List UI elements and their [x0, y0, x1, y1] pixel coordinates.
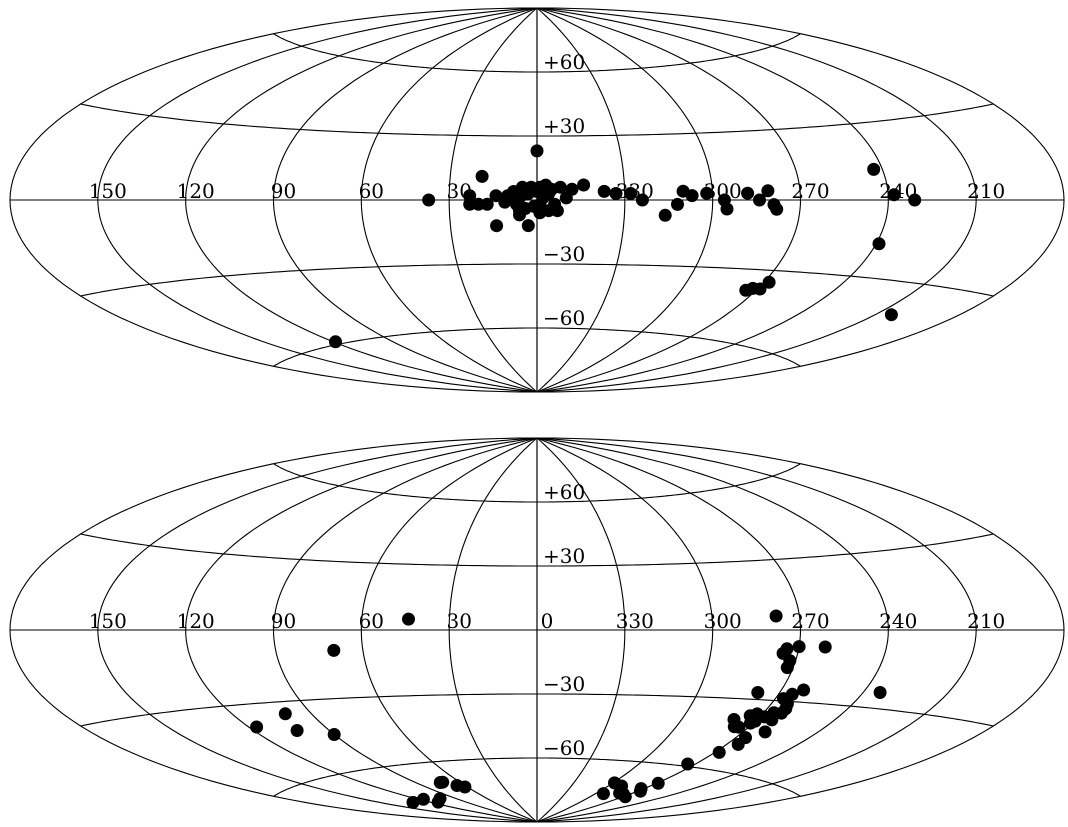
data-point — [720, 202, 734, 216]
data-point — [327, 728, 341, 741]
data-point — [577, 178, 591, 192]
data-point — [596, 787, 610, 801]
data-point — [770, 202, 784, 216]
data-point — [681, 757, 695, 771]
longitude-tick-label: 300 — [704, 609, 742, 633]
latitude-tick-label: −60 — [543, 306, 585, 330]
data-point — [431, 795, 445, 809]
data-point — [250, 720, 264, 734]
data-point — [327, 643, 341, 657]
data-point — [762, 275, 776, 289]
data-point — [513, 208, 526, 222]
data-point — [450, 779, 464, 792]
data-point — [908, 193, 922, 207]
data-point — [712, 745, 726, 759]
latitude-tick-label: +30 — [543, 544, 585, 568]
longitude-tick-label: 90 — [271, 609, 296, 633]
data-point — [475, 169, 489, 183]
data-point — [597, 184, 611, 198]
data-point — [422, 193, 436, 207]
sky-map-bottom: 210 240 270 300 330 0 30 60 90 120 150 +60 +30 −30 −60 — [9, 437, 1065, 823]
longitude-tick-label: 120 — [177, 179, 215, 203]
data-point — [792, 640, 806, 654]
data-point — [433, 776, 447, 789]
data-point — [290, 724, 304, 737]
longitude-tick-label: 150 — [89, 179, 127, 203]
longitude-tick-label: 330 — [616, 609, 654, 633]
longitude-tick-label: 150 — [89, 609, 127, 633]
data-point — [818, 640, 832, 654]
longitude-tick-label: 210 — [967, 179, 1005, 203]
data-point — [416, 792, 430, 806]
data-point — [769, 609, 783, 623]
data-point — [731, 737, 745, 751]
data-point — [658, 208, 672, 222]
longitude-tick-label: 60 — [359, 609, 384, 633]
latitude-tick-label: −30 — [543, 672, 585, 696]
latitude-tick-label: +60 — [543, 480, 585, 504]
data-point — [777, 692, 790, 706]
data-point — [872, 237, 886, 251]
data-point — [402, 612, 415, 626]
data-point — [633, 784, 647, 798]
longitude-tick-label: 30 — [446, 609, 471, 633]
data-point — [490, 219, 504, 233]
data-point — [671, 197, 684, 211]
longitude-tick-label: 240 — [879, 609, 917, 633]
longitude-tick-label: 60 — [359, 179, 384, 203]
data-point — [608, 776, 621, 790]
data-point — [727, 720, 741, 734]
data-point — [521, 219, 535, 233]
data-point — [278, 707, 292, 721]
data-point — [609, 187, 623, 200]
data-point — [329, 335, 342, 349]
data-point — [624, 187, 638, 200]
data-point — [739, 283, 753, 297]
data-point — [758, 725, 772, 739]
data-point — [761, 184, 775, 198]
data-point — [700, 186, 714, 200]
longitude-tick-label: 210 — [967, 609, 1005, 633]
data-point — [887, 188, 901, 202]
data-point — [406, 795, 420, 809]
data-point — [651, 776, 665, 790]
longitude-tick-label: 90 — [271, 179, 296, 203]
data-point — [635, 193, 649, 207]
data-point — [867, 162, 881, 176]
latitude-tick-label: −60 — [543, 736, 585, 760]
data-point — [530, 144, 544, 158]
longitude-tick-label: 0 — [541, 609, 554, 633]
data-point — [559, 191, 573, 205]
data-point — [873, 686, 887, 699]
data-point — [743, 709, 757, 723]
longitude-tick-label: 270 — [791, 609, 829, 633]
longitude-tick-label: 270 — [791, 179, 829, 203]
data-point — [489, 189, 503, 203]
data-point — [797, 683, 811, 697]
data-point — [884, 308, 898, 322]
latitude-tick-label: −30 — [543, 242, 585, 266]
data-point — [463, 197, 477, 211]
data-point — [530, 185, 544, 198]
data-point — [780, 661, 794, 675]
latitude-tick-label: +60 — [543, 50, 585, 74]
latitude-tick-label: +30 — [543, 114, 585, 138]
data-point — [753, 193, 766, 207]
data-point — [741, 186, 755, 200]
data-point — [676, 184, 690, 198]
longitude-tick-label: 120 — [177, 609, 215, 633]
data-point — [751, 686, 765, 699]
